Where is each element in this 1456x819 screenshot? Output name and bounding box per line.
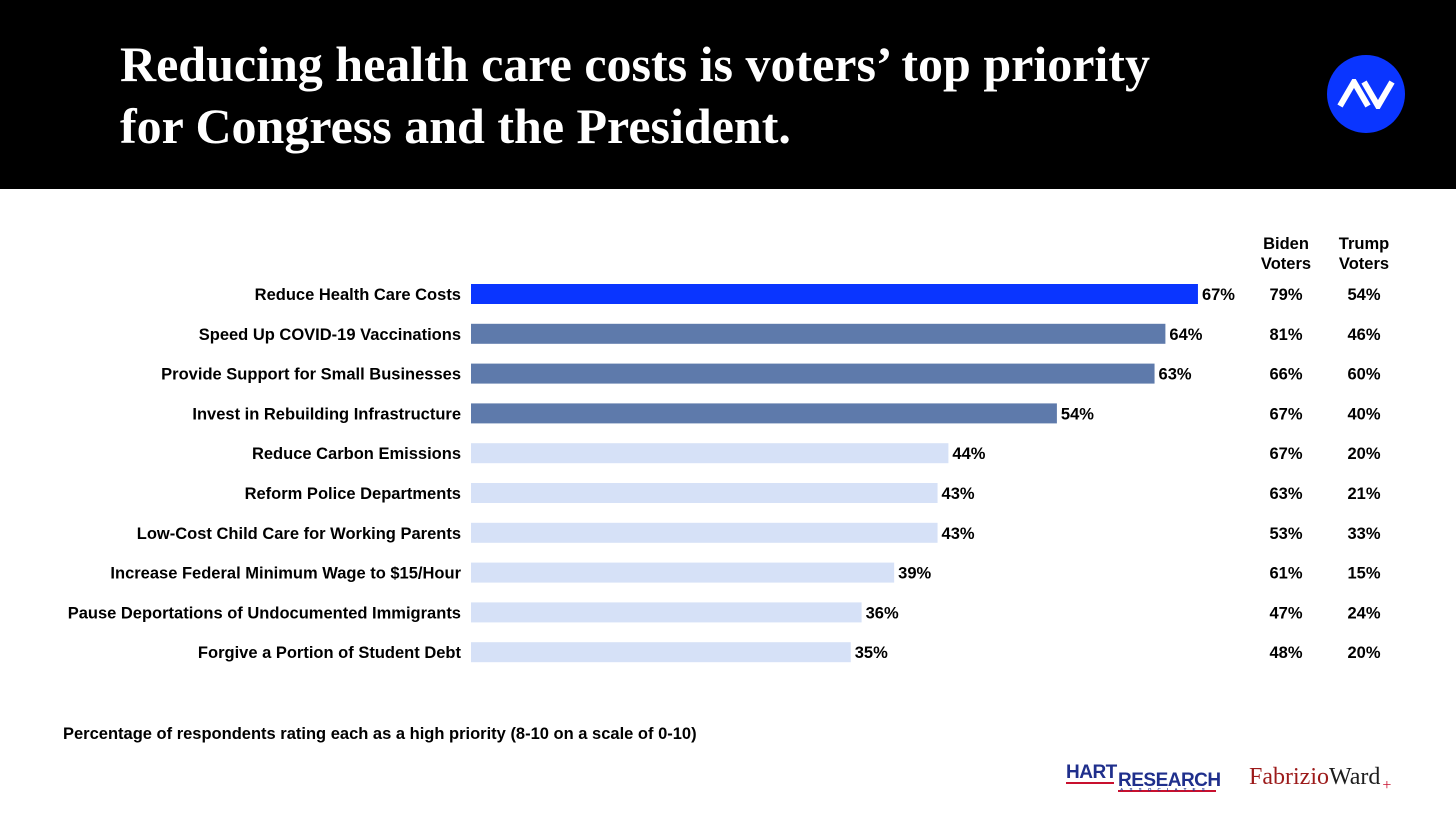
bar-1 [471, 284, 1198, 304]
fw-logo-part-1: Fabrizio [1249, 764, 1329, 790]
table-header-0-line-1: Biden [1263, 235, 1309, 253]
av-logo-mark [1337, 79, 1395, 109]
table-cell-0: 61% [1269, 565, 1302, 583]
page-title-line-2: for Congress and the President. [120, 98, 791, 154]
bar-value-label: 39% [898, 565, 931, 583]
bar-value-label: 44% [952, 445, 985, 463]
category-label: Pause Deportations of Undocumented Immig… [68, 604, 461, 622]
bar-2 [471, 323, 1166, 344]
table-cell-0: 48% [1269, 644, 1302, 662]
table-cell-1: 40% [1347, 405, 1380, 423]
category-label: Increase Federal Minimum Wage to $15/Hou… [110, 565, 461, 583]
table-cell-1: 21% [1347, 485, 1380, 503]
hart-logo-rule-1 [1066, 782, 1114, 784]
bar-value-label: 43% [942, 525, 975, 543]
bar-value-label: 63% [1159, 366, 1192, 384]
hart-logo-word-3: ASSOCIATES [1120, 787, 1211, 792]
table-cell-1: 20% [1347, 445, 1380, 463]
table-cell-0: 67% [1269, 445, 1302, 463]
fw-logo-part-2: Ward [1328, 764, 1381, 790]
hart-logo-word-2: RESEARCH [1118, 770, 1221, 791]
bar-value-label: 54% [1061, 405, 1094, 423]
bar-value-label: 64% [1169, 326, 1202, 344]
hart-logo-word-1: HART [1066, 762, 1117, 783]
bar-3 [471, 363, 1155, 384]
table-cell-1: 60% [1347, 366, 1380, 384]
bar-7 [471, 522, 938, 543]
category-label: Invest in Rebuilding Infrastructure [192, 405, 461, 423]
bar-6 [471, 483, 938, 503]
table-cell-1: 54% [1347, 286, 1380, 304]
category-label: Reduce Health Care Costs [255, 286, 461, 304]
category-label: Speed Up COVID-19 Vaccinations [199, 326, 461, 344]
table-header-0-line-2: Voters [1261, 255, 1311, 273]
bar-value-label: 67% [1202, 286, 1235, 304]
table-cell-0: 47% [1269, 604, 1302, 622]
category-label: Provide Support for Small Businesses [161, 366, 461, 384]
bar-value-label: 36% [866, 604, 899, 622]
category-label: Reduce Carbon Emissions [252, 445, 461, 463]
table-header-1-line-2: Voters [1339, 255, 1389, 273]
bar-5 [471, 443, 949, 464]
bar-value-label: 43% [942, 485, 975, 503]
av-logo [1327, 55, 1405, 133]
fw-logo-part-3: + [1382, 777, 1392, 794]
bar-value-label: 35% [855, 644, 888, 662]
table-cell-0: 66% [1269, 366, 1302, 384]
table-cell-1: 15% [1347, 565, 1380, 583]
table-header-1-line-1: Trump [1339, 235, 1389, 253]
page-title-line-1: Reducing health care costs is voters’ to… [120, 36, 1150, 92]
fabrizio-ward-logo: FabrizioWard + [1249, 764, 1392, 794]
table-cell-0: 53% [1269, 525, 1302, 543]
table-cell-1: 33% [1347, 525, 1380, 543]
table-cell-0: 81% [1269, 326, 1302, 344]
header-banner: Reducing health care costs is voters’ to… [0, 0, 1456, 189]
bar-8 [471, 562, 895, 583]
bar-10 [471, 642, 851, 663]
bar-4 [471, 403, 1057, 424]
category-label: Forgive a Portion of Student Debt [198, 644, 462, 662]
table-cell-0: 79% [1269, 286, 1302, 304]
hart-research-logo: HART RESEARCH ASSOCIATES [1066, 761, 1221, 795]
category-label: Low-Cost Child Care for Working Parents [137, 525, 461, 543]
table-cell-0: 67% [1269, 405, 1302, 423]
table-cell-1: 46% [1347, 326, 1380, 344]
hart-logo-rule-2 [1118, 790, 1216, 792]
table-cell-0: 63% [1269, 485, 1302, 503]
bar-9 [471, 602, 862, 623]
table-cell-1: 24% [1347, 604, 1380, 622]
category-label: Reform Police Departments [245, 485, 461, 503]
chart-footnote: Percentage of respondents rating each as… [63, 725, 697, 743]
table-cell-1: 20% [1347, 644, 1380, 662]
